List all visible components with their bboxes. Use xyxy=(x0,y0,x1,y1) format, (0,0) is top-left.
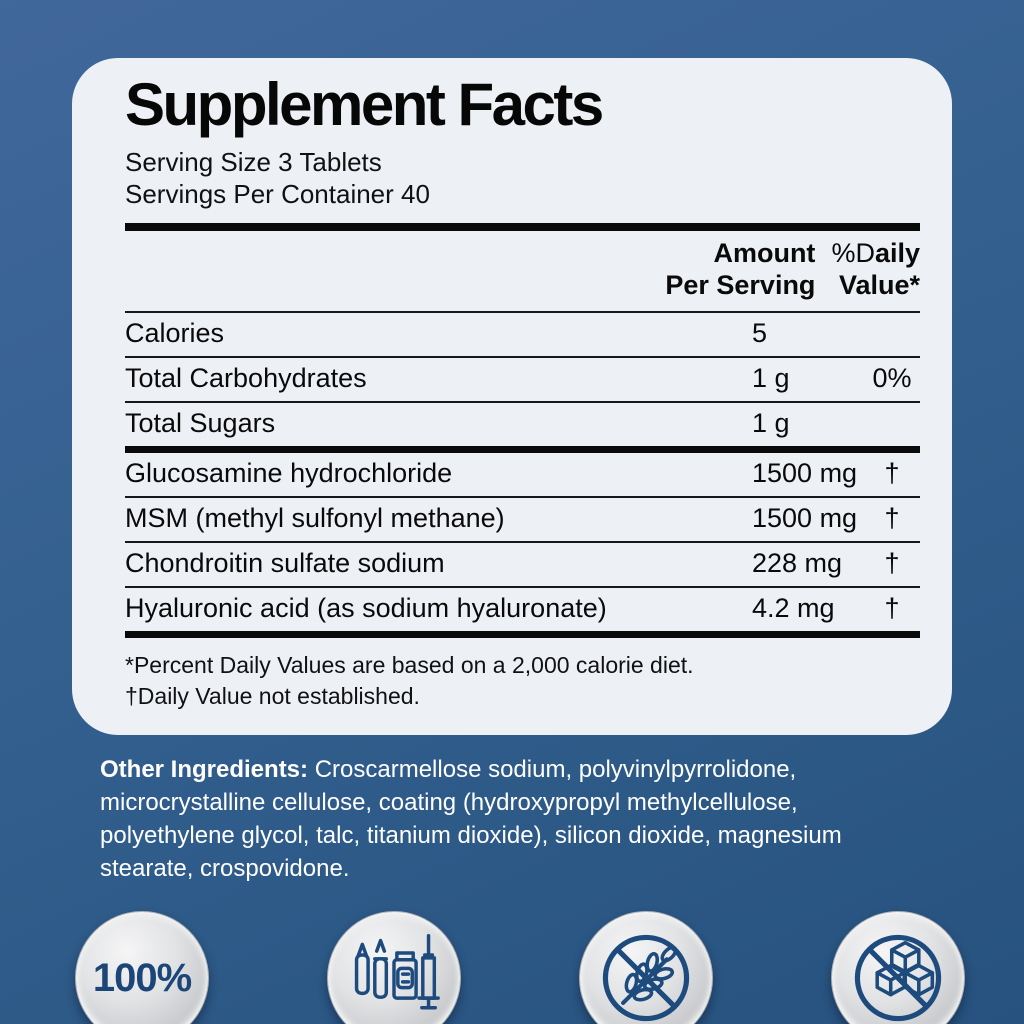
row-amount: 1500 mg xyxy=(752,503,858,534)
row-amount: 4.2 mg xyxy=(752,593,835,624)
row-amount: 1500 mg xyxy=(752,458,858,489)
table-row: Hyaluronic acid (as sodium hyaluronate) … xyxy=(125,588,920,631)
gluten-gmo-free-icon xyxy=(579,911,713,1024)
no-sugar-icon xyxy=(831,911,965,1024)
badge-no-sugar-alcohol: No Sugar No Alcohol xyxy=(772,911,1024,1024)
row-daily-value: † xyxy=(884,593,900,624)
other-ingredients-label: Other Ingredients: xyxy=(100,755,309,783)
row-name: Hyaluronic acid (as sodium hyaluronate) xyxy=(125,593,607,624)
row-name: Total Carbohydrates xyxy=(125,363,367,394)
row-amount: 228 mg xyxy=(752,548,843,579)
row-name: Total Sugars xyxy=(125,408,276,439)
other-ingredients: Other Ingredients: Croscarmellose sodium… xyxy=(100,753,935,885)
row-daily-value: 0% xyxy=(872,363,912,394)
row-daily-value: † xyxy=(884,548,900,579)
table-row: Chondroitin sulfate sodium 228 mg † xyxy=(125,543,920,586)
badge-highest-quality: 100% 100% Highest Quality xyxy=(16,911,268,1024)
daily-value-column-header: %Daily Value* xyxy=(831,238,920,301)
table-header: Amount Per Serving %Daily Value* xyxy=(125,231,920,311)
panel-title: Supplement Facts xyxy=(125,71,604,138)
row-name: Chondroitin sulfate sodium xyxy=(125,548,445,579)
divider-thin xyxy=(125,586,920,589)
divider-heavy xyxy=(125,446,920,454)
row-name: Calories xyxy=(125,318,225,349)
row-daily-value: † xyxy=(884,458,900,489)
badge-100-percent-text: 100% xyxy=(92,955,192,1000)
table-row: Glucosamine hydrochloride 1500 mg † xyxy=(125,453,920,496)
badge-gluten-gmo-free: Gluten & GMO Free xyxy=(520,911,772,1024)
servings-per-container: Servings Per Container 40 xyxy=(125,179,430,210)
badge-no-harmful-fillers: No Harmful Fillers xyxy=(268,911,520,1024)
row-daily-value: † xyxy=(884,503,900,534)
divider-heavy xyxy=(125,223,920,232)
table-row: MSM (methyl sulfonyl methane) 1500 mg † xyxy=(125,498,920,541)
table-row: Calories 5 xyxy=(125,313,920,356)
row-amount: 5 xyxy=(752,318,768,349)
divider-thin xyxy=(125,541,920,544)
no-fillers-icon xyxy=(327,911,461,1024)
divider-heavy xyxy=(125,631,920,639)
serving-size: Serving Size 3 Tablets xyxy=(125,147,382,177)
divider-thin xyxy=(125,496,920,499)
footnote-dagger: †Daily Value not established. xyxy=(125,682,420,709)
table-row: Total Sugars 1 g xyxy=(125,403,920,446)
row-amount: 1 g xyxy=(752,408,790,439)
table-row: Total Carbohydrates 1 g 0% xyxy=(125,358,920,401)
other-ingredients-text: Croscarmellose sodium, polyvinylpyrrolid… xyxy=(100,755,842,883)
supplement-facts-panel: Supplement Facts Serving Size 3 Tablets … xyxy=(72,58,952,735)
divider-thin xyxy=(125,401,920,404)
footnote-daily-values: *Percent Daily Values are based on a 2,0… xyxy=(125,652,694,679)
footnotes: *Percent Daily Values are based on a 2,0… xyxy=(125,638,920,711)
divider-thin xyxy=(125,311,920,314)
row-name: Glucosamine hydrochloride xyxy=(125,458,453,489)
row-amount: 1 g xyxy=(752,363,790,394)
amount-column-header: Amount Per Serving xyxy=(665,238,816,301)
row-name: MSM (methyl sulfonyl methane) xyxy=(125,503,505,534)
divider-thin xyxy=(125,356,920,359)
badge-100-percent-icon: 100% xyxy=(75,911,209,1024)
badge-row: 100% 100% Highest Quality xyxy=(16,911,1024,1024)
